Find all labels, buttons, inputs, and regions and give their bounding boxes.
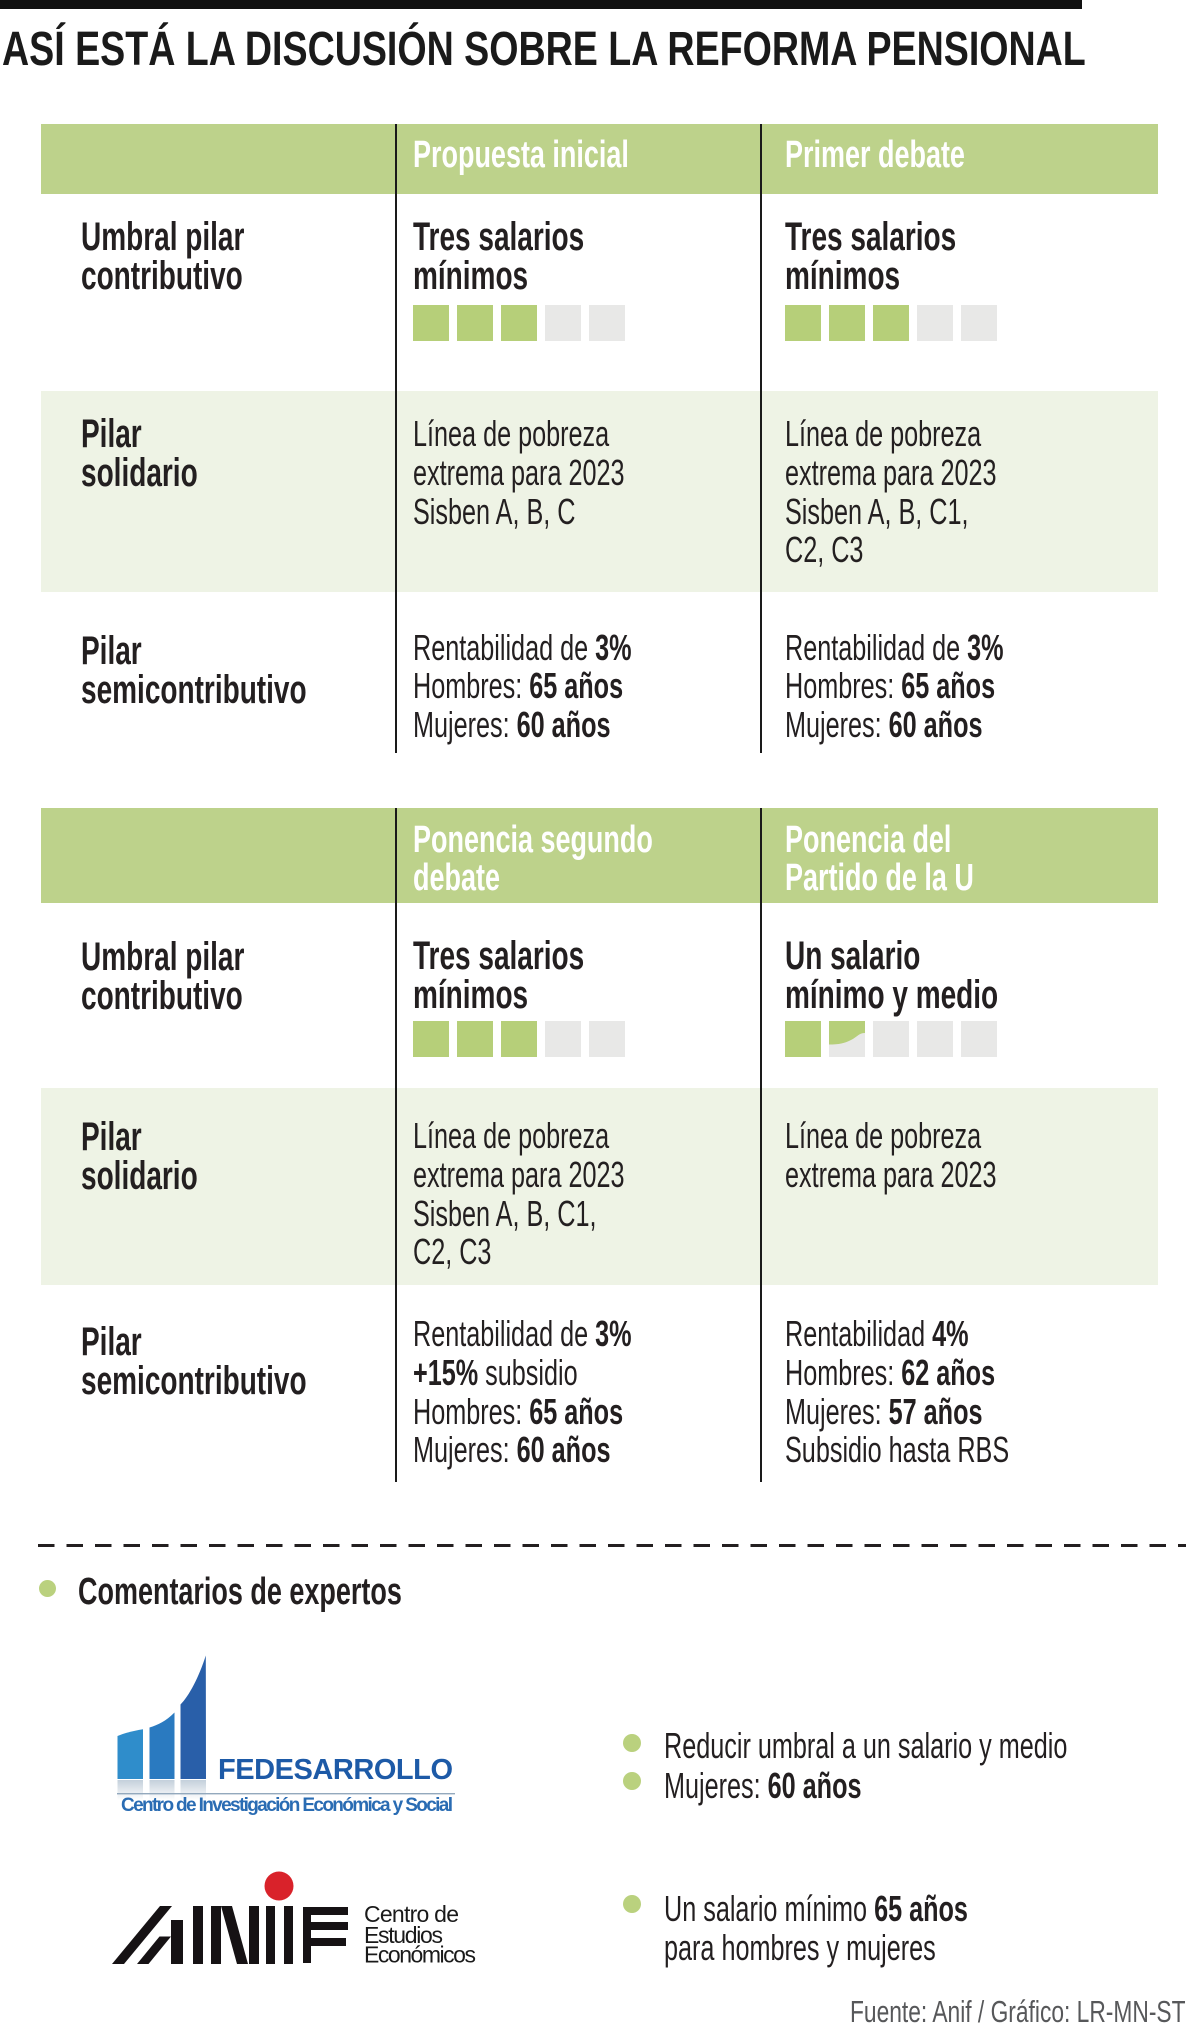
svg-text:FEDESARROLLO: FEDESARROLLO bbox=[218, 1754, 453, 1786]
svg-text:Económicos: Económicos bbox=[364, 1942, 476, 1968]
svg-text:Centro de: Centro de bbox=[364, 1901, 459, 1927]
svg-text:Centro de Investigación Económ: Centro de Investigación Económica y Soci… bbox=[121, 1795, 453, 1816]
svg-text:Estudios: Estudios bbox=[364, 1922, 443, 1948]
